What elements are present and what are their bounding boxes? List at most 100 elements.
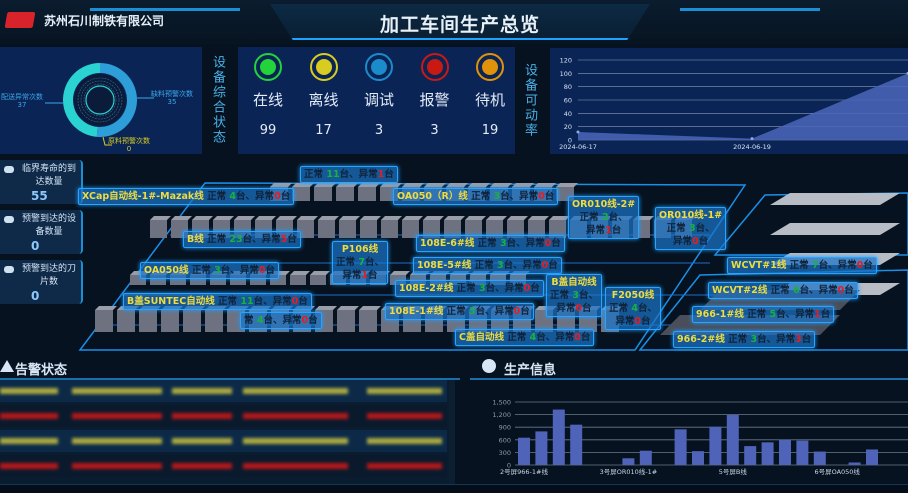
production-line-label[interactable]: OA050（R）线 正常 3台、异常0台 xyxy=(393,188,559,205)
status-label: 调试 xyxy=(363,91,394,109)
production-bar[interactable] xyxy=(744,446,757,465)
production-line-label[interactable]: B线 正常 23台、异常5台 xyxy=(183,231,301,248)
machine-block xyxy=(139,310,157,332)
production-bar[interactable] xyxy=(552,409,565,465)
line-name: OR010线-1# xyxy=(659,210,723,221)
alarm-list[interactable] xyxy=(0,380,449,484)
title-frame xyxy=(270,4,650,40)
machine-block xyxy=(170,275,186,285)
unit-label: 台 xyxy=(820,309,831,320)
production-bar[interactable] xyxy=(674,429,687,465)
abnormal-label: 异常 xyxy=(556,303,576,314)
x-tick-label: 2号屏966-1#线 xyxy=(500,467,548,476)
production-line-label[interactable]: 常 4台、异常0台 xyxy=(240,312,322,329)
normal-count: 11 xyxy=(240,296,254,307)
production-line-label[interactable]: 108E-2#线 正常 3台、异常0台 xyxy=(395,280,544,297)
production-bar[interactable] xyxy=(779,439,791,465)
unit-label: 台 xyxy=(637,303,648,314)
normal-count: 6 xyxy=(793,285,800,296)
machine-block xyxy=(210,275,226,285)
abnormal-label: 异常 xyxy=(342,270,362,281)
production-bar[interactable] xyxy=(866,449,878,465)
unit-label: 台 xyxy=(368,270,378,281)
abnormal-label: 异常 xyxy=(525,238,545,249)
separator: 、 xyxy=(252,234,262,245)
abnormal-label: 异常 xyxy=(358,169,378,180)
status-indicator-icon xyxy=(254,53,282,81)
production-line-label[interactable]: WCVT#2线 正常 6台、异常0台 xyxy=(708,282,858,299)
unit-label: 台 xyxy=(844,285,854,296)
unit-label: 台 xyxy=(544,191,555,202)
alarm-row[interactable] xyxy=(0,380,447,402)
production-line-label[interactable]: B盖自动线 正常 3台、 异常0台 xyxy=(546,274,602,317)
line-name: 966-1#线 xyxy=(696,309,744,320)
production-bar[interactable] xyxy=(622,458,635,465)
data-point xyxy=(576,130,580,134)
normal-count: 3 xyxy=(478,283,486,294)
machine-block xyxy=(190,275,206,285)
summary-card: 预警到达的设备数量 0 xyxy=(0,210,83,254)
production-line-label[interactable]: 正常 11台、异常1台 xyxy=(300,166,398,183)
production-line-label[interactable]: WCVT#1线 正常 7台、异常0台 xyxy=(727,257,877,274)
production-bar[interactable] xyxy=(518,437,530,465)
production-bar[interactable] xyxy=(570,424,583,465)
machine-block xyxy=(507,220,524,238)
production-line-label[interactable]: 108E-5#线 正常 3台、异常0台 xyxy=(413,257,562,274)
machine-block-top xyxy=(336,183,358,187)
alarm-row[interactable] xyxy=(0,455,447,477)
separator: 、 xyxy=(245,191,256,202)
production-line-label[interactable]: OA050线 正常 3台、异常0台 xyxy=(140,262,279,279)
alarm-scrollbar[interactable] xyxy=(449,380,455,484)
alarm-field xyxy=(243,438,348,444)
normal-label: 正常 xyxy=(304,169,324,180)
status-label: 待机 xyxy=(474,91,505,109)
abnormal-label: 异常 xyxy=(673,236,693,247)
production-line-label[interactable]: 966-2#线 正常 3台、异常3台 xyxy=(673,331,816,348)
machine-block xyxy=(444,220,461,238)
production-bar[interactable] xyxy=(761,442,774,465)
separator: 、 xyxy=(828,260,838,271)
unit-label: 台 xyxy=(863,260,873,271)
status-value: 3 xyxy=(374,123,384,138)
production-line-label[interactable]: P106线 正常 7台、 异常1台 xyxy=(332,241,388,284)
production-bar[interactable] xyxy=(709,426,722,465)
production-line-label[interactable]: B盖SUNTEC自动线 正常 11台、异常0台 xyxy=(123,293,312,310)
machine-block xyxy=(465,220,482,238)
production-bar[interactable] xyxy=(796,440,809,465)
unit-label: 台 xyxy=(776,309,786,320)
production-line-label[interactable]: C盖自动线 正常 4台、异常0台 xyxy=(455,329,595,346)
machine-block xyxy=(310,275,326,285)
y-tick-label: 600 xyxy=(499,436,511,444)
production-bar[interactable] xyxy=(639,450,652,465)
normal-count: 23 xyxy=(229,234,243,245)
alarm-row[interactable] xyxy=(0,405,447,427)
production-line-label[interactable]: OR010线-1# 正常 3台、 异常0台 xyxy=(655,207,727,250)
machine-block-top xyxy=(534,183,556,187)
data-point xyxy=(750,137,754,141)
y-tick-label: 900 xyxy=(499,424,511,432)
alarm-row[interactable] xyxy=(0,430,447,452)
production-bar[interactable] xyxy=(535,431,548,465)
production-bar[interactable] xyxy=(726,415,739,465)
separator: 、 xyxy=(485,306,495,317)
y-tick-label: 0 xyxy=(568,137,572,145)
separator: 、 xyxy=(509,191,520,202)
production-bar[interactable] xyxy=(848,462,861,465)
production-line-label[interactable]: OR010线-2# 正常 2台、 异常1台 xyxy=(568,196,640,239)
donut-slice xyxy=(62,63,100,137)
production-line-label[interactable]: F2050线 正常 4台、 异常0台 xyxy=(605,287,661,330)
status-indicator-icon xyxy=(420,53,449,81)
warning-icon xyxy=(0,360,14,372)
abnormal-label: 异常 xyxy=(282,315,302,326)
production-line-label[interactable]: 108E-1#线 正常 3台、异常0台 xyxy=(385,303,534,320)
production-line-label[interactable]: XCap自动线-1#-Mazak线 正常 4台、异常0台 xyxy=(78,188,295,205)
production-bar[interactable] xyxy=(813,451,826,465)
separator: 、 xyxy=(516,238,526,249)
production-line-label[interactable]: 108E-6#线 正常 3台、异常0台 xyxy=(416,235,565,252)
alarm-field xyxy=(72,388,162,394)
donut-value: 35 xyxy=(168,98,177,106)
production-line-label[interactable]: 966-1#线 正常 5台、异常1台 xyxy=(692,306,835,323)
normal-count: 4 xyxy=(229,191,237,202)
production-bar[interactable] xyxy=(692,451,704,465)
donut-decoration xyxy=(77,77,123,123)
